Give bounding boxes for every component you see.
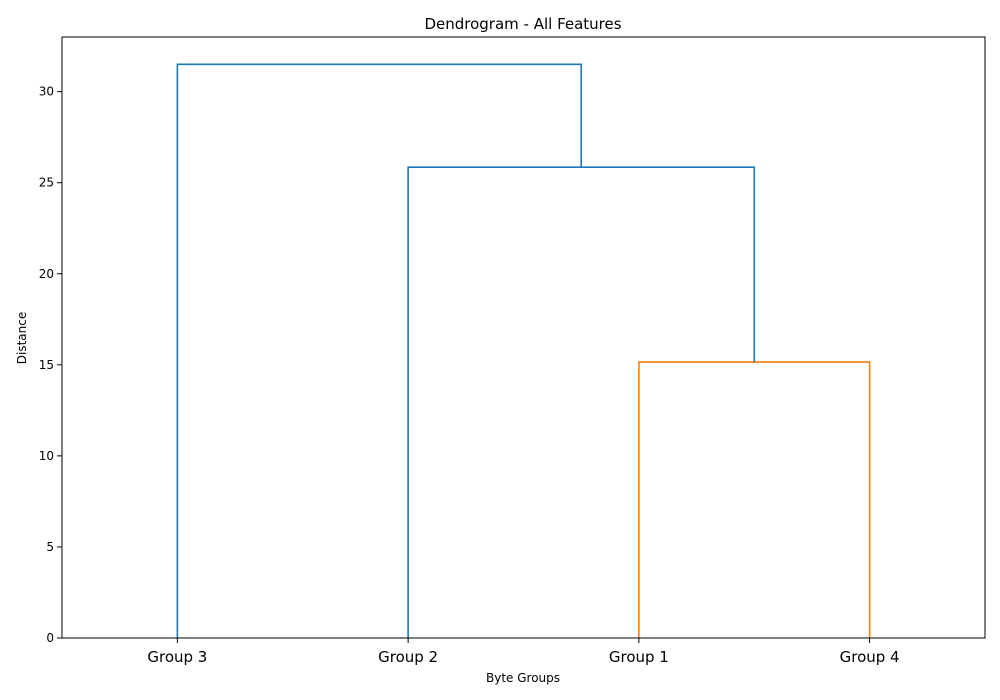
y-tick-label: 10 [39, 449, 54, 463]
plot-frame [61, 36, 986, 639]
y-tick-label: 5 [46, 540, 54, 554]
leaf-label: Group 4 [840, 648, 900, 666]
leaf-label: Group 3 [147, 648, 207, 666]
y-axis-label: Distance [15, 312, 29, 364]
dendrogram-link [638, 361, 871, 638]
dendrogram-links [176, 63, 871, 638]
y-tick-label: 15 [39, 358, 54, 372]
dendrogram-link [407, 166, 756, 638]
x-axis: Group 3 Group 2 Group 1 Group 4 [147, 638, 900, 666]
leaf-label: Group 1 [609, 648, 669, 666]
leaf-label: Group 2 [378, 648, 438, 666]
dendrogram-link [176, 63, 582, 638]
x-axis-label: Byte Groups [486, 671, 560, 685]
y-tick-label: 25 [39, 176, 54, 190]
y-axis: 0 5 10 15 20 25 30 [39, 85, 62, 645]
y-tick-label: 30 [39, 85, 54, 99]
y-tick-label: 0 [46, 631, 54, 645]
chart-title: Dendrogram - All Features [424, 15, 621, 33]
y-tick-label: 20 [39, 267, 54, 281]
